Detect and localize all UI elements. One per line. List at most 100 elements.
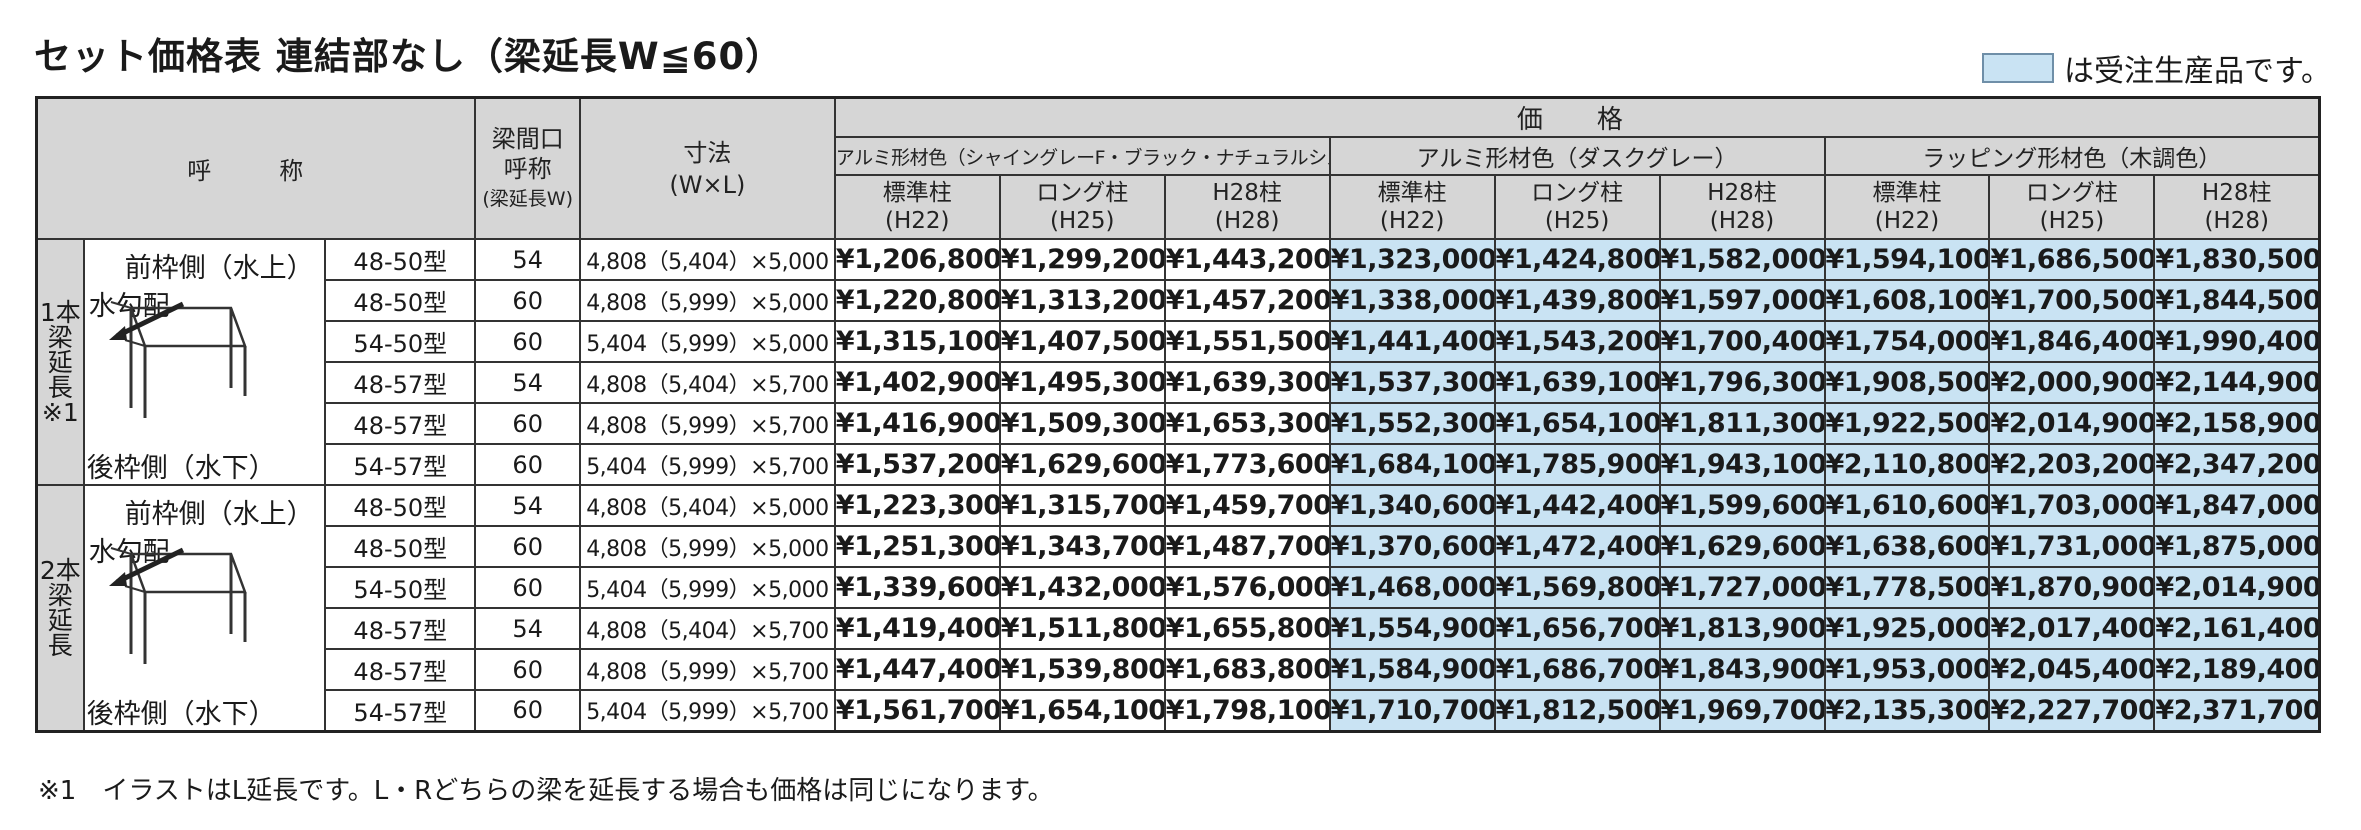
price-cell: ¥1,754,000 xyxy=(1823,320,1991,363)
price-cell: ¥1,594,100 xyxy=(1823,238,1991,281)
group-illustration: 前枠側（水上） 水勾配 後枠側（水下） xyxy=(82,484,327,732)
header-post-name: 標準柱 xyxy=(882,180,952,206)
price-cell: ¥1,419,400 xyxy=(833,607,1001,650)
group-label: 2本梁延長 xyxy=(35,484,85,732)
beam-cell: 60 xyxy=(474,402,581,445)
header-beam: 梁間口 呼称 (梁延長W) xyxy=(474,96,581,240)
price-cell: ¥1,561,700 xyxy=(833,689,1001,732)
table-row: 54-50型 60 5,404（5,999）×5,000 ¥1,315,100 ¥1,4… xyxy=(37,320,2321,363)
model-cell: 54-50型 xyxy=(324,566,477,609)
price-cell: ¥1,439,800 xyxy=(1493,279,1661,322)
price-cell: ¥1,299,200 xyxy=(998,238,1166,281)
price-cell: ¥1,424,800 xyxy=(1493,238,1661,281)
price-cell: ¥1,655,800 xyxy=(1163,607,1331,650)
price-cell: ¥1,700,400 xyxy=(1658,320,1826,363)
price-cell: ¥1,552,300 xyxy=(1328,402,1496,445)
price-cell: ¥1,402,900 xyxy=(833,361,1001,404)
price-cell: ¥1,796,300 xyxy=(1658,361,1826,404)
price-cell: ¥2,000,900 xyxy=(1988,361,2156,404)
price-cell: ¥1,700,500 xyxy=(1988,279,2156,322)
model-cell: 48-57型 xyxy=(324,361,477,404)
price-cell: ¥1,223,300 xyxy=(833,484,1001,527)
price-cell: ¥1,990,400 xyxy=(2153,320,2321,363)
price-cell: ¥1,539,800 xyxy=(998,648,1166,691)
price-cell: ¥2,347,200 xyxy=(2153,443,2321,486)
price-cell: ¥1,554,900 xyxy=(1328,607,1496,650)
header-post-1-1: 標準柱 (H22) xyxy=(833,174,1001,240)
price-cell: ¥1,511,800 xyxy=(998,607,1166,650)
price-cell: ¥2,161,400 xyxy=(2153,607,2321,650)
carport-illustration xyxy=(108,301,247,418)
header-post-code: (H25) xyxy=(1544,208,1610,234)
price-cell: ¥2,135,300 xyxy=(1823,689,1991,732)
beam-cell: 60 xyxy=(474,320,581,363)
price-cell: ¥1,654,100 xyxy=(1493,402,1661,445)
header-beam-line2: 呼称 xyxy=(503,154,552,183)
header-post-code: (H25) xyxy=(2039,208,2105,234)
price-cell: ¥1,576,000 xyxy=(1163,566,1331,609)
dimension-cell: 4,808（5,999）×5,700 xyxy=(578,648,836,691)
price-cell: ¥2,189,400 xyxy=(2153,648,2321,691)
model-cell: 48-57型 xyxy=(324,402,477,445)
price-cell: ¥1,773,600 xyxy=(1163,443,1331,486)
price-cell: ¥1,584,900 xyxy=(1328,648,1496,691)
price-cell: ¥2,158,900 xyxy=(2153,402,2321,445)
model-cell: 48-50型 xyxy=(324,484,477,527)
beam-cell: 54 xyxy=(474,361,581,404)
price-cell: ¥1,778,500 xyxy=(1823,566,1991,609)
header-post-name: H28柱 xyxy=(1707,180,1777,206)
price-cell: ¥1,656,700 xyxy=(1493,607,1661,650)
price-cell: ¥1,653,300 xyxy=(1163,402,1331,445)
dimension-cell: 5,404（5,999）×5,700 xyxy=(578,443,836,486)
beam-cell: 60 xyxy=(474,566,581,609)
price-cell: ¥1,315,700 xyxy=(998,484,1166,527)
price-cell: ¥1,343,700 xyxy=(998,525,1166,568)
model-cell: 48-57型 xyxy=(324,607,477,650)
price-cell: ¥1,206,800 xyxy=(833,238,1001,281)
header-post-name: 標準柱 xyxy=(1377,180,1447,206)
header-post-code: (H22) xyxy=(1874,208,1940,234)
legend-text: は受注生産品です。 xyxy=(2064,54,2331,89)
price-cell: ¥1,495,300 xyxy=(998,361,1166,404)
price-cell: ¥1,543,200 xyxy=(1493,320,1661,363)
model-cell: 48-50型 xyxy=(324,525,477,568)
header-color-2: アルミ形材色（ダスクグレー） xyxy=(1328,136,1826,176)
price-cell: ¥1,537,300 xyxy=(1328,361,1496,404)
price-cell: ¥1,251,300 xyxy=(833,525,1001,568)
group-illustration: 前枠側（水上） 水勾配 後枠側（水下） xyxy=(82,238,327,486)
model-cell: 54-50型 xyxy=(324,320,477,363)
price-cell: ¥1,338,000 xyxy=(1328,279,1496,322)
beam-cell: 60 xyxy=(474,279,581,322)
price-cell: ¥1,844,500 xyxy=(2153,279,2321,322)
dimension-cell: 5,404（5,999）×5,000 xyxy=(578,320,836,363)
price-cell: ¥1,830,500 xyxy=(2153,238,2321,281)
table-row: 54-57型 60 5,404（5,999）×5,700 ¥1,537,200 ¥1,6… xyxy=(37,443,2321,486)
price-cell: ¥2,203,200 xyxy=(1988,443,2156,486)
model-cell: 48-57型 xyxy=(324,648,477,691)
dimension-cell: 4,808（5,404）×5,700 xyxy=(578,607,836,650)
dimension-cell: 4,808（5,404）×5,700 xyxy=(578,361,836,404)
header-dims: 寸法 (W×L) xyxy=(578,96,836,240)
header-beam-line3: (梁延長W) xyxy=(482,187,574,210)
price-cell: ¥2,144,900 xyxy=(2153,361,2321,404)
price-cell: ¥1,629,600 xyxy=(998,443,1166,486)
price-cell: ¥1,875,000 xyxy=(2153,525,2321,568)
price-cell: ¥1,727,000 xyxy=(1658,566,1826,609)
price-cell: ¥1,812,500 xyxy=(1493,689,1661,732)
price-cell: ¥1,953,000 xyxy=(1823,648,1991,691)
table-row: 48-57型 60 4,808（5,999）×5,700 ¥1,416,900 ¥1,5… xyxy=(37,402,2321,445)
header-post-name: ロング柱 xyxy=(2025,180,2118,206)
header-price: 価 格 xyxy=(833,96,2321,138)
header-post-code: (H22) xyxy=(1379,208,1445,234)
dimension-cell: 4,808（5,999）×5,700 xyxy=(578,402,836,445)
price-cell: ¥1,908,500 xyxy=(1823,361,1991,404)
price-cell: ¥1,813,900 xyxy=(1658,607,1826,650)
price-cell: ¥1,468,000 xyxy=(1328,566,1496,609)
price-cell: ¥1,432,000 xyxy=(998,566,1166,609)
beam-cell: 54 xyxy=(474,238,581,281)
header-color-3: ラッピング形材色（木調色） xyxy=(1823,136,2321,176)
dimension-cell: 5,404（5,999）×5,000 xyxy=(578,566,836,609)
header-post-3-3: H28柱 (H28) xyxy=(2153,174,2321,240)
table-row: 1本梁延長※1 前枠側（水上） 水勾配 後枠側（水下） 48-50型 54 4,808（5,… xyxy=(35,238,2321,486)
price-cell: ¥1,442,400 xyxy=(1493,484,1661,527)
